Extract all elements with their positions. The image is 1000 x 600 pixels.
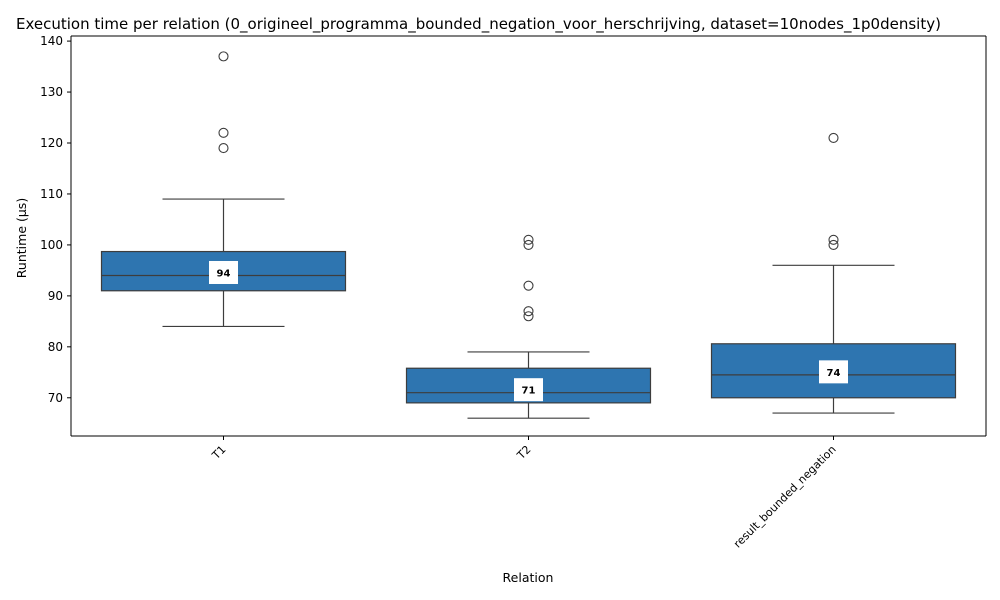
outlier-point: [218, 127, 229, 138]
chart-title: Execution time per relation (0_origineel…: [16, 15, 941, 34]
median-label: 94: [217, 268, 231, 279]
y-tick-label: 140: [40, 34, 63, 48]
x-tick-label: result_bounded_negation: [731, 443, 839, 551]
outlier-point: [828, 239, 839, 250]
y-tick-label: 130: [40, 85, 63, 99]
outlier-point: [523, 239, 534, 250]
y-tick-label: 90: [48, 289, 63, 303]
x-axis-label: Relation: [503, 570, 554, 585]
y-tick-label: 70: [48, 391, 63, 405]
median-label: 74: [827, 368, 841, 379]
y-axis-label: Runtime (µs): [14, 198, 29, 278]
x-tick-label: T1: [209, 443, 229, 463]
median-label-box: [819, 360, 848, 384]
median-label-box: [209, 260, 238, 284]
x-tick-label: T2: [514, 443, 534, 463]
outlier-point: [828, 132, 839, 143]
y-tick-label: 110: [40, 187, 63, 201]
outlier-point: [218, 143, 229, 154]
outlier-point: [828, 234, 839, 245]
outlier-point: [523, 234, 534, 245]
plot-area: 94 71 74 70 80 90 100 110 120 130 140 T1 T2 result_bo…: [40, 34, 987, 551]
y-tick-label: 100: [40, 238, 63, 252]
outlier-point: [523, 311, 534, 322]
y-tick-label: 80: [48, 340, 63, 354]
median-label: 71: [522, 386, 536, 397]
median-label-box: [514, 378, 543, 402]
outlier-point: [523, 280, 534, 291]
outlier-point: [523, 306, 534, 317]
y-tick-label: 120: [40, 136, 63, 150]
outlier-point: [218, 51, 229, 62]
